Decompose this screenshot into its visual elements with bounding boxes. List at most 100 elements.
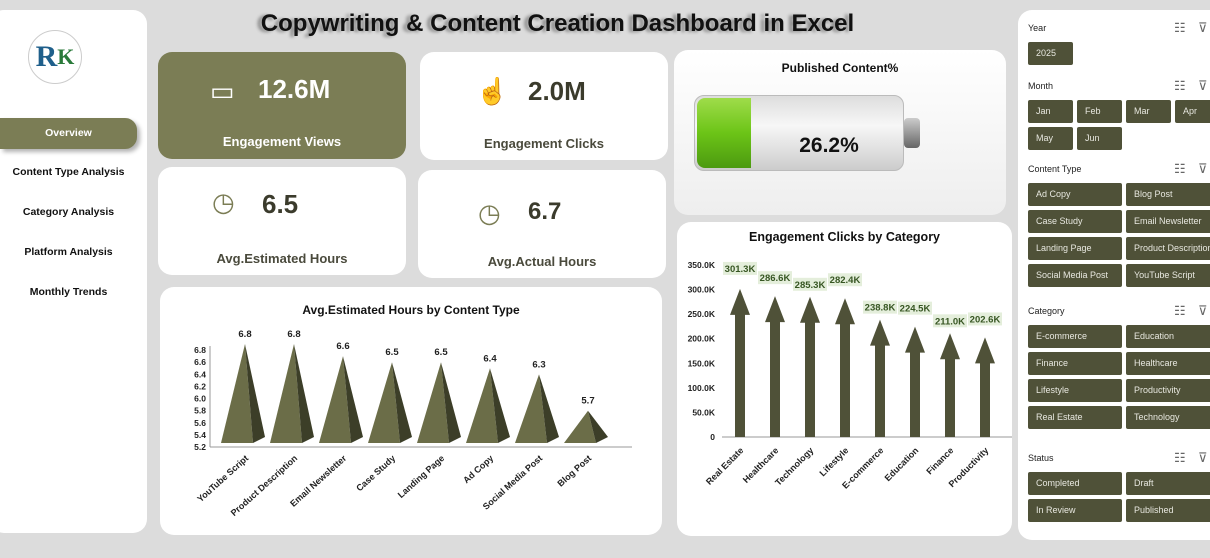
slicer-item-real-estate[interactable]: Real Estate (1028, 406, 1122, 429)
pyramid-bar-side (245, 344, 265, 443)
pyramid-bar-side (392, 362, 412, 443)
slicer-item-email-newsletter[interactable]: Email Newsletter (1126, 210, 1210, 233)
pointer-hand-icon: ☝ (476, 76, 509, 106)
nav-overview[interactable]: Overview (0, 118, 137, 149)
slicer-item-youtube-script[interactable]: YouTube Script (1126, 264, 1210, 287)
data-label-bg (933, 314, 967, 328)
slicer-item-ad-copy[interactable]: Ad Copy (1028, 183, 1122, 206)
multi-select-icon[interactable]: ☷ (1174, 450, 1186, 465)
slicer-item-social-media-post[interactable]: Social Media Post (1028, 264, 1122, 287)
y-tick-label: 6.2 (194, 381, 206, 391)
clock-icon: ◷ (212, 187, 235, 217)
slicer-item-technology[interactable]: Technology (1126, 406, 1210, 429)
slicer-item-healthcare[interactable]: Healthcare (1126, 352, 1210, 375)
x-tick-label: Ad Copy (461, 453, 495, 485)
kpi-label: Avg.Actual Hours (487, 254, 597, 269)
slicer-item-productivity[interactable]: Productivity (1126, 379, 1210, 402)
clear-filter-icon[interactable]: ⊽ (1198, 20, 1208, 35)
y-tick-label: 5.4 (194, 430, 206, 440)
nav-content-type-analysis[interactable]: Content Type Analysis (12, 166, 125, 178)
slicer-panel: Year ☷ ⊽ 2025 Month ☷ ⊽ Jan Feb Mar Apr May Jun Conte… (1018, 10, 1210, 540)
slicer-item-jun[interactable]: Jun (1077, 127, 1122, 150)
y-tick-label: 0 (710, 432, 715, 442)
data-label: 224.5K (900, 304, 931, 315)
arrow-bar (975, 337, 995, 437)
data-label: 282.4K (830, 275, 861, 286)
data-label: 238.8K (865, 303, 896, 314)
data-label: 211.0K (935, 316, 965, 327)
slicer-item-in-review[interactable]: In Review (1028, 499, 1122, 522)
slicer-item-product-description[interactable]: Product Description (1126, 237, 1210, 260)
kpi-value: 6.7 (528, 198, 562, 225)
slicer-item-draft[interactable]: Draft (1126, 472, 1210, 495)
slicer-item-landing-page[interactable]: Landing Page (1028, 237, 1122, 260)
published-percent: 26.2% (799, 134, 859, 157)
pyramid-bar-side (490, 368, 510, 443)
data-label-bg (723, 261, 757, 275)
slicer-item-2025[interactable]: 2025 (1028, 42, 1073, 65)
kpi-label: Avg.Estimated Hours (216, 251, 348, 266)
arrow-bar (940, 333, 960, 437)
slicer-item-lifestyle[interactable]: Lifestyle (1028, 379, 1122, 402)
pyramid-bar-side (343, 356, 363, 443)
pyramid-bar (368, 362, 400, 443)
nav-monthly-trends[interactable]: Monthly Trends (29, 286, 108, 298)
x-tick-label: Case Study (354, 453, 397, 493)
kpi-engagement-clicks: ☝ 2.0M Engagement Clicks (420, 52, 668, 160)
clock-icon: ◷ (478, 198, 501, 228)
clear-filter-icon[interactable]: ⊽ (1198, 161, 1208, 176)
multi-select-icon[interactable]: ☷ (1174, 20, 1186, 35)
slicer-item-finance[interactable]: Finance (1028, 352, 1122, 375)
clear-filter-icon[interactable]: ⊽ (1198, 303, 1208, 318)
audience-icon: ▭ (210, 76, 235, 106)
data-label: 6.4 (483, 353, 497, 364)
chart-hours-by-content-type: Avg.Estimated Hours by Content Type 5.2 5… (160, 287, 662, 535)
arrow-bar (765, 296, 785, 437)
multi-select-icon[interactable]: ☷ (1174, 161, 1186, 176)
kpi-value: 2.0M (528, 76, 586, 106)
chart-svg: 5.2 5.4 5.6 5.8 6.0 6.2 6.4 6.6 6.8 6.8 YouTube Sc… (194, 329, 632, 518)
data-label-bg (968, 312, 1002, 326)
multi-select-icon[interactable]: ☷ (1174, 303, 1186, 318)
slicer-item-completed[interactable]: Completed (1028, 472, 1122, 495)
x-tick-label: Lifestyle (818, 445, 851, 478)
slicer-item-jan[interactable]: Jan (1028, 100, 1073, 123)
slicer-item-apr[interactable]: Apr (1175, 100, 1210, 123)
slicer-item-education[interactable]: Education (1126, 325, 1210, 348)
nav-platform-analysis[interactable]: Platform Analysis (24, 246, 113, 258)
data-label: 6.5 (385, 347, 399, 358)
slicer-item-blog-post[interactable]: Blog Post (1126, 183, 1210, 206)
y-tick-label: 50.0K (692, 407, 716, 417)
published-content-card: Published Content% 26.2% (674, 50, 1006, 215)
slicer-item-may[interactable]: May (1028, 127, 1073, 150)
y-tick-label: 5.6 (194, 418, 206, 428)
pyramid-bar (515, 374, 547, 443)
slicer-title: Category (1028, 306, 1065, 316)
data-label-bg (828, 273, 862, 287)
battery-fill (697, 98, 751, 168)
slicer-item-e-commerce[interactable]: E-commerce (1028, 325, 1122, 348)
arrow-bar (730, 288, 750, 437)
slicer-item-mar[interactable]: Mar (1126, 100, 1171, 123)
slicer-item-published[interactable]: Published (1126, 499, 1210, 522)
slicer-item-case-study[interactable]: Case Study (1028, 210, 1122, 233)
data-label: 6.8 (287, 329, 300, 340)
arrow-bar (800, 296, 820, 437)
slicer-title: Month (1028, 81, 1054, 91)
y-tick-label: 200.0K (688, 334, 716, 344)
kpi-label: Engagement Clicks (484, 136, 604, 151)
pyramid-bar-side (294, 344, 314, 443)
nav-category-analysis[interactable]: Category Analysis (22, 206, 115, 218)
slicer-title: Content Type (1028, 164, 1082, 174)
card-title: Published Content% (781, 61, 899, 75)
kpi-label: Engagement Views (222, 134, 342, 149)
multi-select-icon[interactable]: ☷ (1174, 78, 1186, 93)
clear-filter-icon[interactable]: ⊽ (1198, 450, 1208, 465)
pyramid-bar (417, 362, 449, 443)
slicer-item-feb[interactable]: Feb (1077, 100, 1122, 123)
chart-clicks-by-category: Engagement Clicks by Category 0 50.0K 100.… (677, 222, 1012, 536)
y-tick-label: 100.0K (688, 383, 716, 393)
data-label: 6.5 (434, 347, 448, 358)
clear-filter-icon[interactable]: ⊽ (1198, 78, 1208, 93)
